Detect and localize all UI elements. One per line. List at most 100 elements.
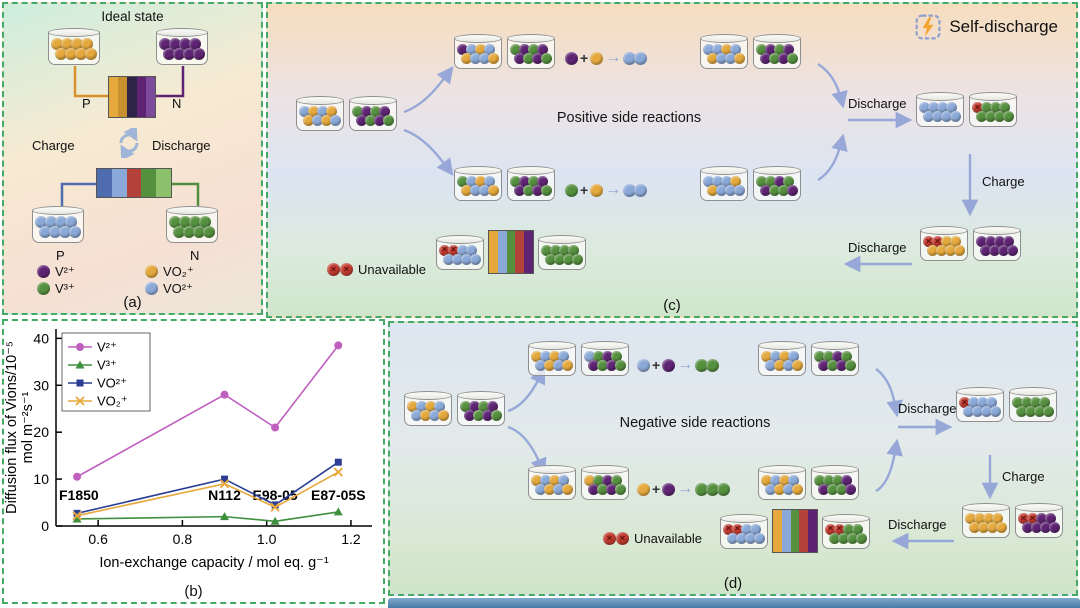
ion-ball <box>765 44 776 55</box>
ion-ball <box>1021 397 1032 408</box>
ion-ball <box>484 44 495 55</box>
data-point <box>333 507 343 516</box>
legend-ball-icon <box>145 282 158 295</box>
ion-ball <box>611 351 622 362</box>
data-point <box>72 511 82 521</box>
ion-ball <box>169 38 181 50</box>
ion-ball <box>765 484 776 495</box>
ion-ball <box>950 236 961 247</box>
unavailable-ion-ball: ✕ <box>340 263 353 276</box>
ion-ball <box>760 185 771 196</box>
tank-body <box>973 231 1021 261</box>
ion-ball <box>531 351 542 362</box>
reaction-arrow-icon: → <box>677 356 694 373</box>
ion-ball <box>65 48 77 60</box>
ion-ball <box>39 226 51 238</box>
series-line <box>76 461 339 515</box>
ion-ball <box>588 484 599 495</box>
tank-body <box>454 39 502 69</box>
tank-body <box>454 171 502 201</box>
ion-ball <box>466 44 477 55</box>
ion-ball <box>712 44 723 55</box>
ion-ball <box>770 475 781 486</box>
ion-ball <box>457 176 468 187</box>
ion-ball <box>992 513 1003 524</box>
tank-body <box>811 346 859 376</box>
ion-ball <box>779 351 790 362</box>
ion-ball <box>312 115 323 126</box>
tanks-lower-before <box>528 465 629 500</box>
tank-lid <box>454 166 502 175</box>
tank-lid <box>700 34 748 43</box>
ion-ball <box>597 484 608 495</box>
ion-ball <box>189 38 201 50</box>
ion-ball <box>488 53 499 64</box>
ion-ball <box>199 216 211 228</box>
ion-ball <box>179 216 191 228</box>
reaction-products <box>695 482 731 496</box>
battery-assembly: ✕ ✕ ✕ ✕ <box>720 509 870 553</box>
y-axis-label-line2: mol m⁻²s⁻¹ <box>20 391 36 463</box>
ion-ball <box>706 358 720 372</box>
stack-stripe <box>506 231 516 273</box>
ion-ball <box>457 44 468 55</box>
ion-ball <box>563 253 574 265</box>
ion-ball <box>491 410 502 421</box>
stack-stripe <box>97 169 112 197</box>
ion-ball <box>303 115 314 126</box>
ion-ball <box>169 216 181 228</box>
ion-ball <box>590 51 604 65</box>
tank-body <box>758 470 806 500</box>
ion-ball <box>841 351 852 362</box>
ion-ball <box>470 53 481 64</box>
series-line <box>76 344 339 478</box>
data-point <box>270 502 280 512</box>
ion-ball <box>695 482 709 496</box>
panel-c: Self-discharge + → Positive side reaction… <box>266 2 1078 318</box>
ion-ball <box>756 176 767 187</box>
ion-ball <box>769 53 780 64</box>
tank-body <box>166 211 218 243</box>
ion-ball <box>990 406 1001 417</box>
ion-ball <box>510 44 521 55</box>
ion-ball <box>769 185 780 196</box>
negative-tank <box>507 34 555 69</box>
ion-ball <box>61 38 73 50</box>
ion-ball <box>662 482 676 496</box>
ion-ball <box>721 44 732 55</box>
ion-ball <box>528 176 539 187</box>
unavailable-ion-ball: ✕ <box>603 532 616 545</box>
ion-ball <box>972 406 983 417</box>
ion-ball <box>443 253 454 265</box>
ion-ball <box>707 185 718 196</box>
tank-body <box>48 33 100 65</box>
discharge-label-bottom: Discharge <box>848 240 907 255</box>
ion-ball <box>1025 406 1036 417</box>
legend-label: V³⁺ <box>55 280 75 296</box>
unavailable-ion-ball: ✕ <box>723 523 734 535</box>
ion-ball <box>1039 397 1050 408</box>
ion-ball <box>703 44 714 55</box>
ion-ball <box>977 397 988 408</box>
ion-ball <box>553 484 564 495</box>
tank-lid <box>1015 503 1063 512</box>
tanks-start <box>296 96 397 131</box>
ion-ball <box>969 522 980 533</box>
bottom-edge-bar <box>388 598 1080 608</box>
tank-body <box>507 171 555 201</box>
tank-body: ✕ ✕ <box>822 518 870 549</box>
ion-ball <box>361 106 372 117</box>
tank-body: ✕ <box>969 97 1017 127</box>
ion-ball <box>814 351 825 362</box>
ion-ball <box>623 183 637 197</box>
ion-ball <box>836 360 847 371</box>
ion-ball <box>725 53 736 64</box>
ion-ball <box>1034 406 1045 417</box>
panel-d-flow-arrows <box>507 366 999 550</box>
ion-ball <box>523 53 534 64</box>
ion-ball <box>1040 522 1051 533</box>
ion-ball <box>827 360 838 371</box>
stack-stripe <box>524 231 533 273</box>
ion-ball <box>783 484 794 495</box>
